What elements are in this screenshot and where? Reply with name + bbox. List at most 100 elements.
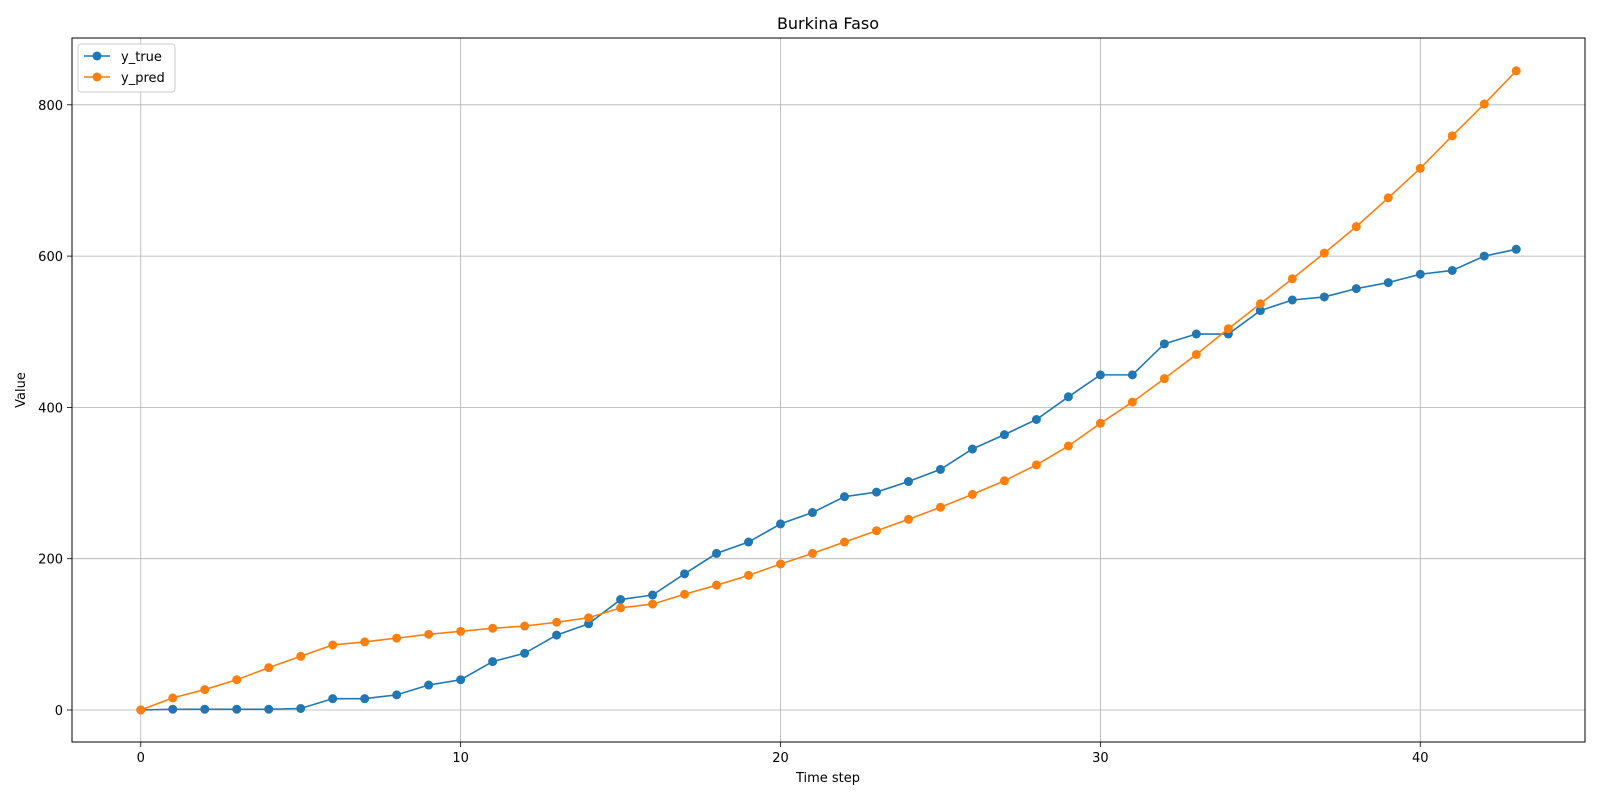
y-axis-label: Value (14, 372, 29, 408)
data-point-y-pred (1255, 299, 1265, 309)
y-tick-label: 800 (38, 99, 63, 114)
data-point-y-true (296, 703, 306, 713)
data-point-y-pred (424, 629, 434, 639)
legend-marker-y-true (92, 51, 102, 61)
data-point-y-true (680, 569, 690, 579)
data-point-y-pred (616, 603, 626, 613)
series-layer (136, 66, 1521, 715)
data-point-y-true (1287, 295, 1297, 305)
y-tick-label: 0 (55, 704, 63, 719)
data-point-y-pred (999, 476, 1009, 486)
data-point-y-true (776, 519, 786, 529)
data-point-y-true (744, 537, 754, 547)
data-point-y-true (1447, 265, 1457, 275)
legend-marker-y-pred (92, 72, 102, 82)
data-point-y-pred (168, 693, 178, 703)
data-point-y-true (1127, 370, 1137, 380)
data-point-y-pred (967, 489, 977, 499)
data-point-y-pred (552, 617, 562, 627)
data-point-y-pred (1319, 248, 1329, 258)
data-point-y-pred (520, 621, 530, 631)
data-point-y-pred (392, 633, 402, 643)
data-point-y-true (520, 648, 530, 658)
data-point-y-true (1031, 415, 1041, 425)
data-point-y-pred (1447, 131, 1457, 141)
data-point-y-pred (776, 559, 786, 569)
data-point-y-true (839, 492, 849, 502)
data-point-y-true (871, 487, 881, 497)
data-point-y-pred (680, 589, 690, 599)
legend-label-y-true: y_true (121, 50, 162, 65)
data-point-y-true (999, 430, 1009, 440)
data-point-y-pred (839, 537, 849, 547)
data-point-y-pred (1287, 274, 1297, 284)
data-point-y-true (168, 704, 178, 714)
series-line-y-pred (140, 70, 1517, 711)
data-point-y-true (360, 694, 370, 704)
data-point-y-pred (648, 599, 658, 609)
data-point-y-true (808, 508, 818, 518)
data-point-y-pred (488, 623, 498, 633)
data-point-y-pred (200, 685, 210, 695)
data-point-y-true (488, 657, 498, 667)
data-point-y-pred (808, 548, 818, 558)
data-point-y-true (935, 464, 945, 474)
legend-label-y-pred: y_pred (121, 71, 165, 86)
data-point-y-true (1159, 339, 1169, 349)
data-point-y-pred (360, 637, 370, 647)
x-tick-label: 10 (452, 751, 469, 766)
x-tick-label: 30 (1092, 751, 1109, 766)
data-point-y-pred (712, 580, 722, 590)
data-point-y-pred (328, 640, 338, 650)
data-point-y-true (200, 704, 210, 714)
data-point-y-pred (296, 651, 306, 661)
data-point-y-true (424, 680, 434, 690)
data-point-y-true (264, 704, 274, 714)
data-point-y-true (456, 675, 466, 685)
data-point-y-pred (1063, 441, 1073, 451)
chart-title: Burkina Faso (777, 14, 879, 33)
y-tick-label: 200 (38, 553, 63, 568)
plot-area-frame (71, 37, 1586, 743)
data-point-y-true (903, 477, 913, 487)
data-point-y-true (1415, 269, 1425, 279)
data-point-y-pred (1031, 460, 1041, 470)
data-point-y-pred (935, 502, 945, 512)
data-point-y-pred (1511, 66, 1521, 76)
data-point-y-pred (1383, 193, 1393, 203)
data-point-y-pred (1479, 99, 1489, 109)
data-point-y-true (1095, 370, 1105, 380)
data-point-y-pred (1159, 374, 1169, 384)
data-point-y-true (232, 704, 242, 714)
data-point-y-true (967, 444, 977, 454)
data-point-y-true (1383, 278, 1393, 288)
x-tick-label: 0 (137, 751, 145, 766)
data-point-y-true (648, 590, 658, 600)
series-line-y-true (140, 248, 1517, 711)
data-point-y-pred (584, 613, 594, 623)
grid (72, 38, 1585, 742)
data-point-y-true (616, 595, 626, 605)
x-axis-label: Time step (795, 771, 860, 786)
data-point-y-pred (744, 570, 754, 580)
legend: y_true y_pred (77, 43, 176, 93)
data-point-y-pred (232, 675, 242, 685)
data-point-y-pred (903, 514, 913, 524)
data-point-y-pred (1415, 163, 1425, 173)
data-point-y-pred (136, 705, 146, 715)
data-point-y-pred (1351, 222, 1361, 232)
data-point-y-true (1063, 392, 1073, 402)
data-point-y-true (392, 690, 402, 700)
data-point-y-true (328, 694, 338, 704)
data-point-y-true (1319, 292, 1329, 302)
data-point-y-true (552, 630, 562, 640)
y-tick-label: 400 (38, 401, 63, 416)
data-point-y-pred (1095, 418, 1105, 428)
y-tick-label: 600 (38, 250, 63, 265)
data-point-y-pred (264, 663, 274, 673)
data-point-y-true (1351, 284, 1361, 294)
data-point-y-pred (456, 626, 466, 636)
data-point-y-pred (1223, 324, 1233, 334)
